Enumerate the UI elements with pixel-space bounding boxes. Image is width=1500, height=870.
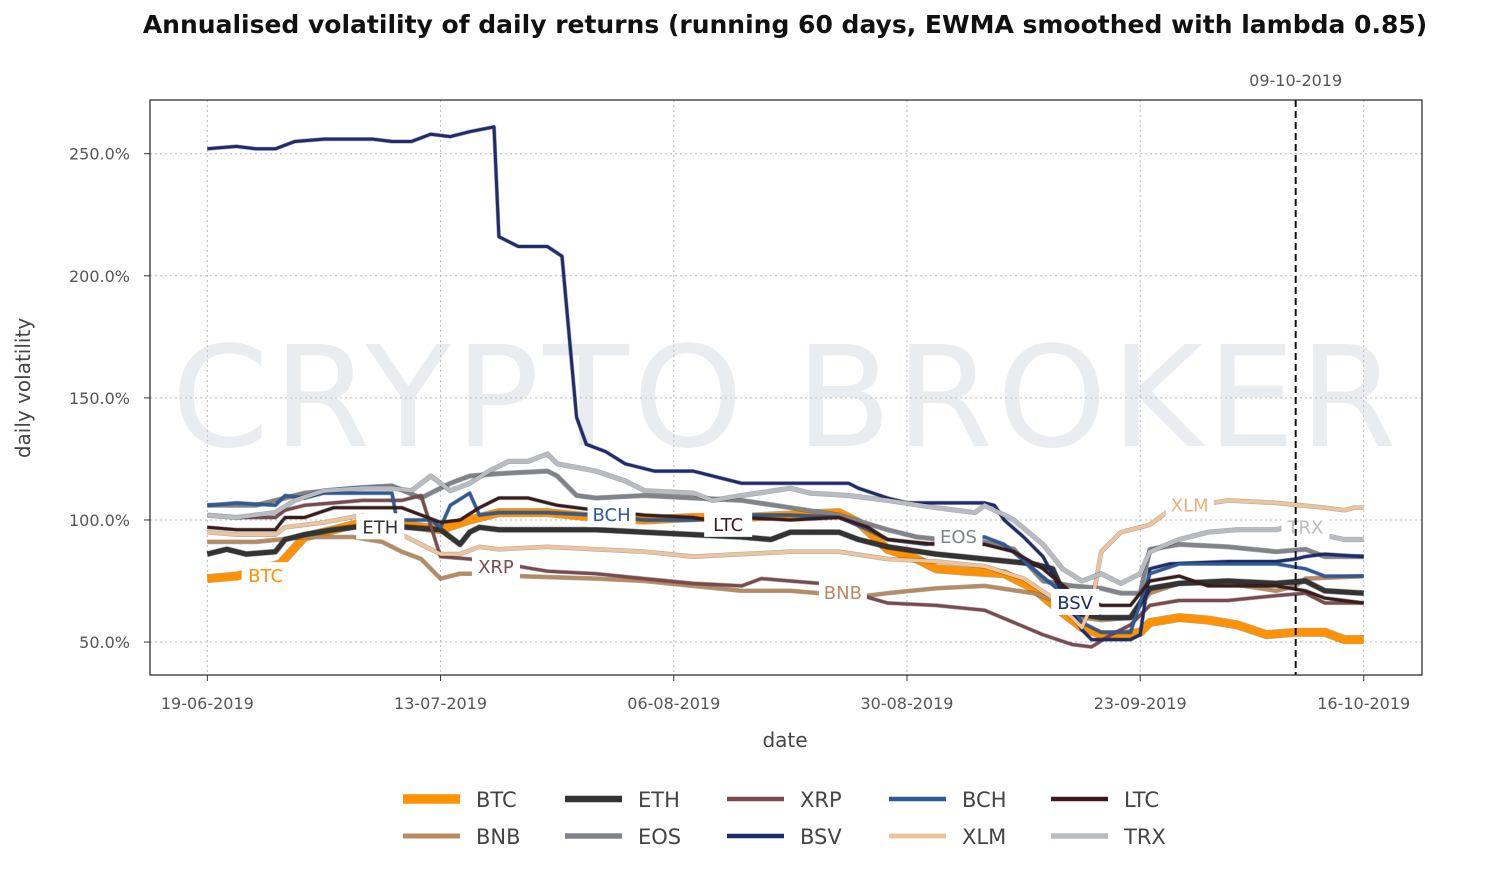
series-label-bg bbox=[587, 501, 636, 528]
series-label-bg bbox=[356, 513, 405, 540]
series-label-bsv: BSV bbox=[1057, 593, 1093, 614]
series-label-bg bbox=[471, 553, 520, 580]
series-label-eos: EOS bbox=[940, 527, 977, 548]
legend-label-eth: ETH bbox=[638, 788, 680, 812]
legend-label-xlm: XLM bbox=[962, 825, 1006, 849]
plot-frame bbox=[149, 99, 1423, 676]
x-axis-label: date bbox=[762, 728, 807, 752]
legend-label-bch: BCH bbox=[962, 788, 1007, 812]
legend-label-trx: TRX bbox=[1123, 825, 1166, 849]
legend-label-eos: EOS bbox=[638, 825, 681, 849]
series-label-trx: TRX bbox=[1286, 517, 1323, 538]
x-tick-label: 16-10-2019 bbox=[1317, 694, 1410, 713]
series-label-xrp: XRP bbox=[478, 557, 514, 578]
series-label-bg bbox=[934, 523, 983, 550]
series-label-bch: BCH bbox=[593, 505, 631, 526]
y-axis-label: daily volatility bbox=[11, 318, 35, 458]
x-tick-label: 23-09-2019 bbox=[1094, 694, 1187, 713]
x-tick-label: 19-06-2019 bbox=[161, 694, 254, 713]
series-label-bnb: BNB bbox=[824, 583, 862, 604]
y-tick-label: 250.0% bbox=[69, 145, 130, 164]
series-line-bsv bbox=[207, 125, 1364, 642]
legend-label-ltc: LTC bbox=[1124, 788, 1159, 812]
x-tick-label: 13-07-2019 bbox=[394, 694, 487, 713]
series-label-btc: BTC bbox=[248, 566, 283, 587]
y-tick-label: 100.0% bbox=[69, 511, 130, 530]
series-line-xrp bbox=[207, 494, 1364, 649]
chart-title: Annualised volatility of daily returns (… bbox=[143, 10, 1427, 39]
series-label-bg bbox=[1051, 588, 1100, 615]
y-tick-label: 200.0% bbox=[69, 267, 130, 286]
x-tick-label: 30-08-2019 bbox=[860, 694, 953, 713]
legend-label-bnb: BNB bbox=[476, 825, 521, 849]
y-tick-label: 150.0% bbox=[69, 389, 130, 408]
series-label-ltc: LTC bbox=[713, 515, 743, 536]
x-tick-label: 06-08-2019 bbox=[627, 694, 720, 713]
series-label-bg bbox=[1281, 513, 1330, 540]
series-label-bg bbox=[241, 562, 290, 589]
series-label-bg bbox=[1165, 491, 1214, 518]
series-label-eth: ETH bbox=[362, 517, 398, 538]
marker-vline-label: 09-10-2019 bbox=[1249, 71, 1342, 90]
series-label-xlm: XLM bbox=[1171, 495, 1209, 516]
series-label-bg bbox=[704, 510, 753, 537]
y-tick-label: 50.0% bbox=[79, 633, 130, 652]
legend-label-btc: BTC bbox=[476, 788, 517, 812]
series-label-bg bbox=[818, 579, 867, 606]
watermark: CRYPTO BROKER bbox=[171, 317, 1400, 480]
series-line-trx bbox=[207, 452, 1364, 586]
legend-label-bsv: BSV bbox=[800, 825, 842, 849]
legend-label-xrp: XRP bbox=[800, 788, 842, 812]
legend: BTC ETH XRP BCH LTC BNB EOS BSV XLM TRX bbox=[403, 788, 1166, 849]
